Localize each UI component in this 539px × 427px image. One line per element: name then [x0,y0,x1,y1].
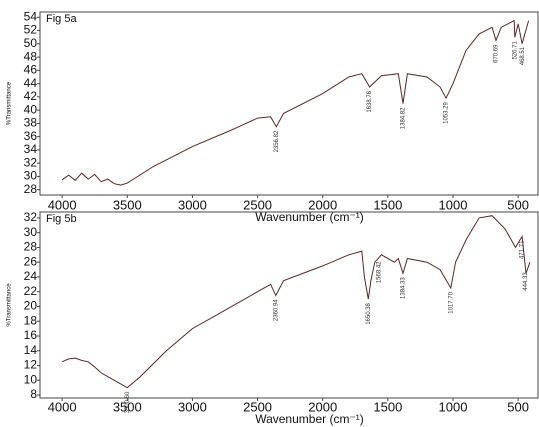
peak-label: 471.71 [520,240,526,259]
peak-label: 1384.82 [401,107,407,129]
y-axis-label: %Transmittance [7,283,13,327]
x-tick-label: 2500 [243,399,272,414]
peak-label: 1384.33 [401,277,407,299]
plot-frame [39,11,539,196]
x-tick-label: 500 [507,399,529,414]
y-tick-label: 16 [24,328,38,342]
x-tick-label: 4000 [48,197,77,212]
y-tick-label: 8 [30,387,37,401]
y-axis-label: %Transmittance [7,81,13,125]
x-tick-label: 3500 [113,197,142,212]
y-tick-label: 24 [24,269,38,283]
x-tick-label: 3000 [178,197,207,212]
peak-label: 1568.42 [377,261,383,283]
y-tick-label: 52 [24,23,38,37]
plot-frame [39,211,539,399]
x-tick-label: 4000 [48,399,77,414]
y-tick-label: 28 [24,240,38,254]
x-tick-label: 2000 [308,399,337,414]
y-tick-label: 10 [24,372,38,386]
y-tick-label: 30 [24,169,38,183]
peak-label: 2360.94 [273,299,279,321]
y-tick-label: 46 [24,63,38,77]
panel-label: Fig 5b [46,213,77,225]
x-axis-label: Wavenumber (cm⁻¹) [255,210,364,224]
y-tick-label: 30 [24,225,38,239]
x-axis-label: Wavenumber (cm⁻¹) [255,412,364,426]
y-tick-label: 26 [24,254,38,268]
peak-label: 444.33 [523,272,529,291]
y-tick-label: 32 [24,210,38,224]
y-tick-label: 44 [24,76,38,90]
y-tick-label: 14 [24,343,38,357]
y-tick-label: 50 [24,36,38,50]
peak-label: 670.69 [494,44,500,63]
y-tick-label: 42 [24,89,38,103]
x-tick-label: 1000 [439,197,468,212]
x-tick-label: 3000 [178,399,207,414]
y-tick-label: 38 [24,116,38,130]
y-tick-label: 22 [24,284,38,298]
x-tick-label: 1500 [373,197,402,212]
y-tick-label: 54 [24,9,38,23]
x-tick-label: 1000 [439,399,468,414]
peak-label: 2356.82 [274,130,280,152]
spectrum-line [61,19,530,186]
y-tick-label: 48 [24,49,38,63]
y-tick-label: 34 [24,142,38,156]
x-tick-label: 500 [507,197,529,212]
peak-label: 1053.29 [444,102,450,124]
peak-label: 1650.38 [366,302,372,324]
y-tick-label: 12 [24,358,38,372]
y-tick-label: 18 [24,313,38,327]
y-tick-label: 32 [24,155,38,169]
y-tick-label: 20 [24,299,38,313]
y-tick-label: 28 [24,182,38,196]
peak-label: 1017.70 [448,291,454,313]
x-tick-label: 2000 [308,197,337,212]
y-tick-label: 40 [24,102,38,116]
x-tick-label: 3500 [113,399,142,414]
peak-label: 3500.60 [125,391,131,413]
peak-label: 468.51 [520,46,526,65]
spectrum-line [61,215,531,389]
x-tick-label: 2500 [243,197,272,212]
panel-label: Fig 5a [46,13,77,25]
y-tick-label: 36 [24,129,38,143]
peak-label: 526.71 [512,41,518,60]
peak-label: 1638.76 [367,90,373,112]
x-tick-label: 1500 [373,399,402,414]
